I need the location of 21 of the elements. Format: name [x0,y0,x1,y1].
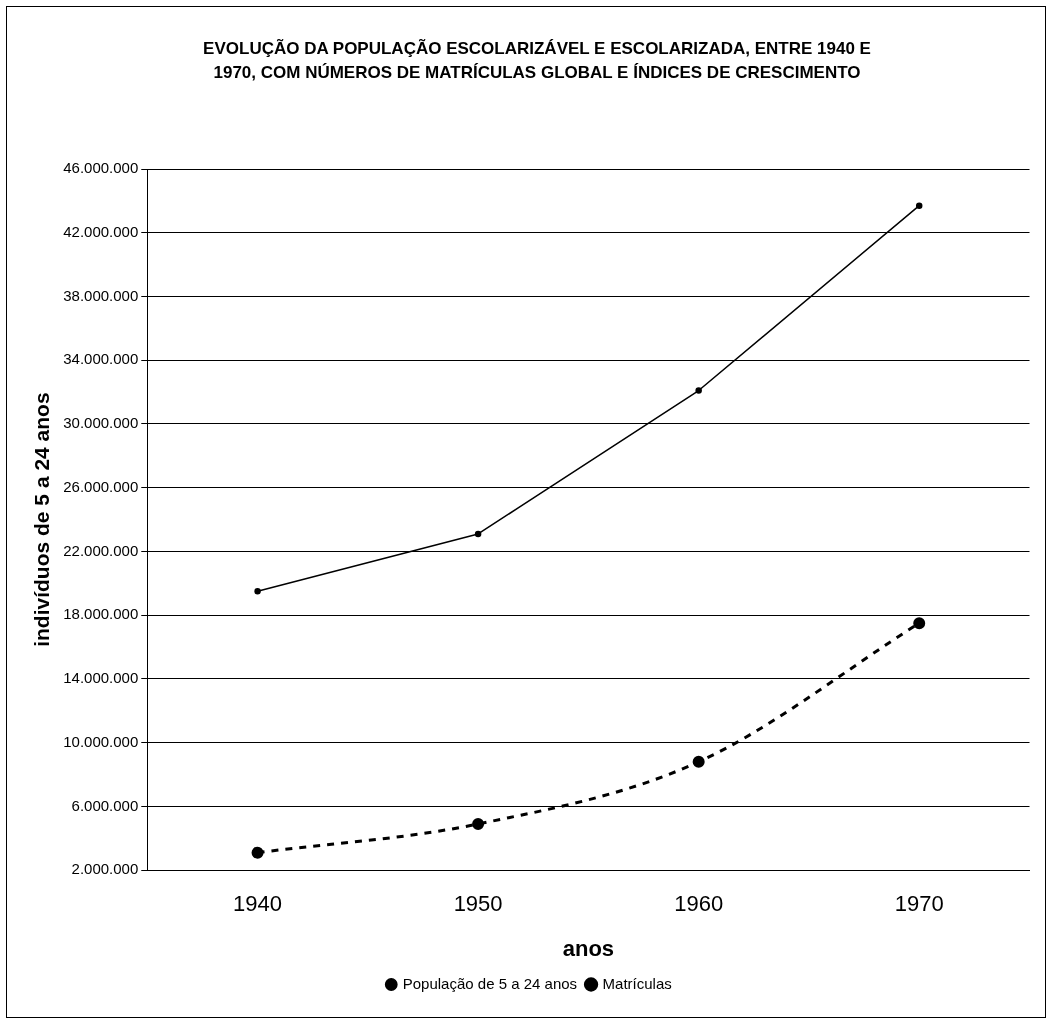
y-tick-label: 14.000.000 [63,669,139,687]
y-tick-label: 46.000.000 [63,159,139,177]
x-tick-label: 1970 [894,891,944,917]
y-tick-label: 22.000.000 [63,541,139,559]
y-tick-label: 34.000.000 [63,350,139,368]
y-tick-label: 38.000.000 [63,286,139,304]
y-tick-label: 30.000.000 [63,414,139,432]
x-axis-title: anos [562,935,615,961]
y-tick-label: 26.000.000 [63,477,139,495]
y-tick-label: 18.000.000 [63,605,139,623]
y-tick-label: 6.000.000 [71,796,139,814]
legend-label: Matrículas [602,974,672,992]
x-tick-label: 1940 [233,891,283,917]
x-tick-label: 1950 [453,891,503,917]
x-tick-label: 1960 [674,891,724,917]
y-axis-title: indivíduos de 5 a 24 anos [30,392,54,647]
y-tick-label: 10.000.000 [63,732,139,750]
y-tick-label: 2.000.000 [71,860,139,878]
legend-label: População de 5 a 24 anos [402,974,578,992]
y-tick-label: 42.000.000 [63,222,139,240]
chart-title: EVOLUÇÃO DA POPULAÇÃO ESCOLARIZÁVEL E ESCOLARIZADA, ENTRE 1940 E 1970, COM NÚMEROS DE MATRÍCULAS GLOBAL E ÍNDICES DE CRESCIMENTO [202,38,872,84]
